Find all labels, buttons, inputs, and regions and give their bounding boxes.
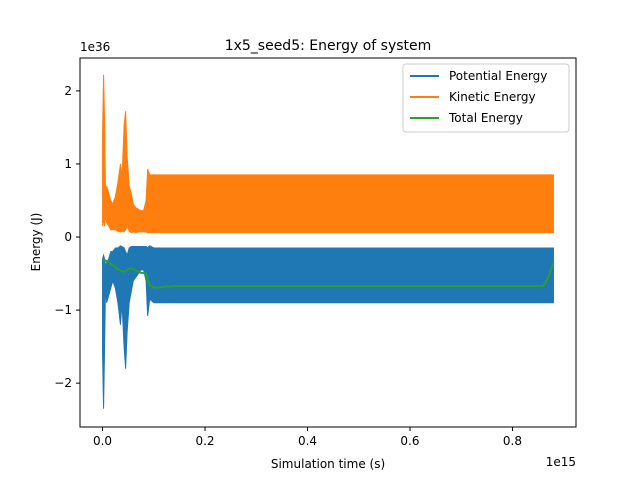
legend-label: Kinetic Energy [449, 90, 536, 104]
y-tick-label: 2 [64, 84, 72, 98]
legend-label: Total Energy [448, 111, 523, 125]
series-band-1 [102, 74, 554, 234]
legend-frame [402, 63, 570, 133]
x-offset-text: 1e15 [546, 455, 576, 469]
y-tick-label: −2 [54, 376, 72, 390]
legend-label: Potential Energy [449, 69, 547, 83]
legend: Potential Energy Kinetic Energy Total Ener… [402, 63, 570, 133]
plot-area [79, 57, 577, 428]
y-tick-label: 1 [64, 157, 72, 171]
y-tick-label: 0 [64, 230, 72, 244]
x-tick-label: 0.4 [298, 434, 317, 448]
plot-frame [79, 57, 577, 428]
x-tick-label: 0.2 [195, 434, 214, 448]
series-line-2 [102, 258, 555, 289]
legend-items: Potential Energy Kinetic Energy Total Ener… [410, 69, 547, 125]
y-axis-label: Energy (J) [29, 213, 43, 272]
series-layer [102, 74, 555, 409]
x-tick-label: 0.8 [503, 434, 522, 448]
y-offset-text: 1e36 [80, 40, 110, 54]
x-axis-label: Simulation time (s) [271, 457, 385, 471]
chart-title: 1x5_seed5: Energy of system [225, 38, 432, 54]
y-axis-ticks: −2 −1 0 1 2 [54, 84, 80, 390]
x-axis-ticks: 0.0 0.2 0.4 0.6 0.8 [93, 427, 522, 448]
x-tick-label: 0.0 [93, 434, 112, 448]
x-tick-label: 0.6 [400, 434, 419, 448]
y-tick-label: −1 [54, 303, 72, 317]
